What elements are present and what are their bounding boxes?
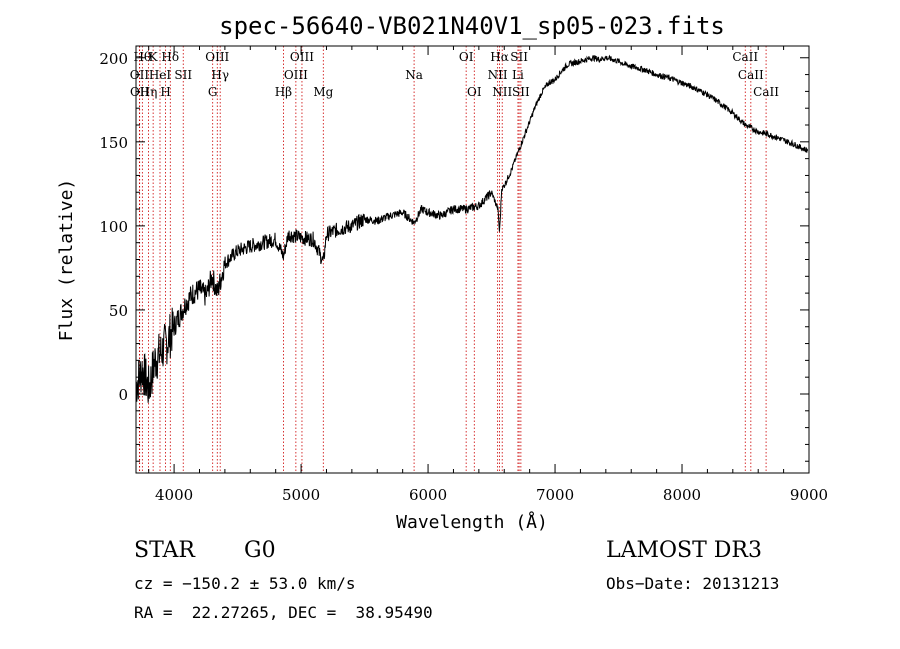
obs-date: Obs−Date: 20131213 (606, 574, 780, 593)
line-label-16: Li (512, 68, 524, 82)
line-label-5: OI (459, 50, 474, 64)
line-label-13: OIII (284, 68, 308, 82)
x-tick-label-0: 4000 (155, 486, 193, 504)
line-label-12: Hγ (211, 68, 229, 82)
object-subclass: G0 (244, 538, 276, 563)
line-label-22: Hβ (275, 85, 292, 99)
object-class: STAR (134, 538, 195, 563)
y-tick-label-1: 50 (109, 302, 128, 320)
line-label-18: OII (130, 85, 150, 99)
line-label-26: SII (512, 85, 530, 99)
x-tick-label-5: 9000 (790, 486, 828, 504)
spectral-line-markers (139, 46, 767, 473)
line-label-7: SII (510, 50, 528, 64)
line-label-3: OIII (205, 50, 229, 64)
spectrum-line (135, 54, 809, 403)
y-axis-label: Flux (relative) (56, 179, 77, 342)
line-label-6: Hα (490, 50, 509, 64)
axis-ticks (136, 46, 810, 473)
x-tick-label-2: 6000 (409, 486, 447, 504)
y-tick-label-3: 150 (99, 134, 128, 152)
x-tick-label-3: 7000 (536, 486, 574, 504)
line-label-2: Hδ (161, 50, 179, 64)
line-label-1: K (149, 50, 159, 64)
x-tick-label-1: 5000 (282, 486, 320, 504)
line-label-19: Hη (140, 85, 158, 99)
y-tick-label-2: 100 (99, 218, 128, 236)
line-label-17: CaII (738, 68, 764, 82)
x-axis-label: Wavelength (Å) (396, 511, 548, 533)
chart-title: spec-56640-VB021N40V1_sp05-023.fits (219, 12, 725, 40)
plot-frame (135, 45, 810, 474)
line-label-4: OIII (290, 50, 314, 64)
line-label-14: Na (405, 68, 423, 82)
line-label-21: G (208, 85, 218, 99)
y-tick-label-4: 200 (99, 50, 128, 68)
line-label-24: OI (467, 85, 482, 99)
y-tick-label-0: 0 (118, 386, 128, 404)
survey-name: LAMOST DR3 (606, 538, 762, 563)
line-label-20: H (160, 85, 170, 99)
line-label-25: NII (492, 85, 512, 99)
line-label-11: SII (174, 68, 192, 82)
tick-labels: 4000 5000 6000 7000 8000 9000 0 50 100 150 200 (99, 50, 828, 504)
redshift-cz: cz = −150.2 ± 53.0 km/s (134, 574, 356, 593)
line-label-0: Hθ (133, 50, 151, 64)
line-label-27: CaII (753, 85, 779, 99)
coordinates: RA = 22.27265, DEC = 38.95490 (134, 603, 433, 622)
line-label-23: Mg (313, 85, 333, 99)
line-label-8: CaII (732, 50, 758, 64)
line-label-15: NII (488, 68, 508, 82)
line-label-10: HeI (149, 68, 172, 82)
x-tick-label-4: 8000 (663, 486, 701, 504)
